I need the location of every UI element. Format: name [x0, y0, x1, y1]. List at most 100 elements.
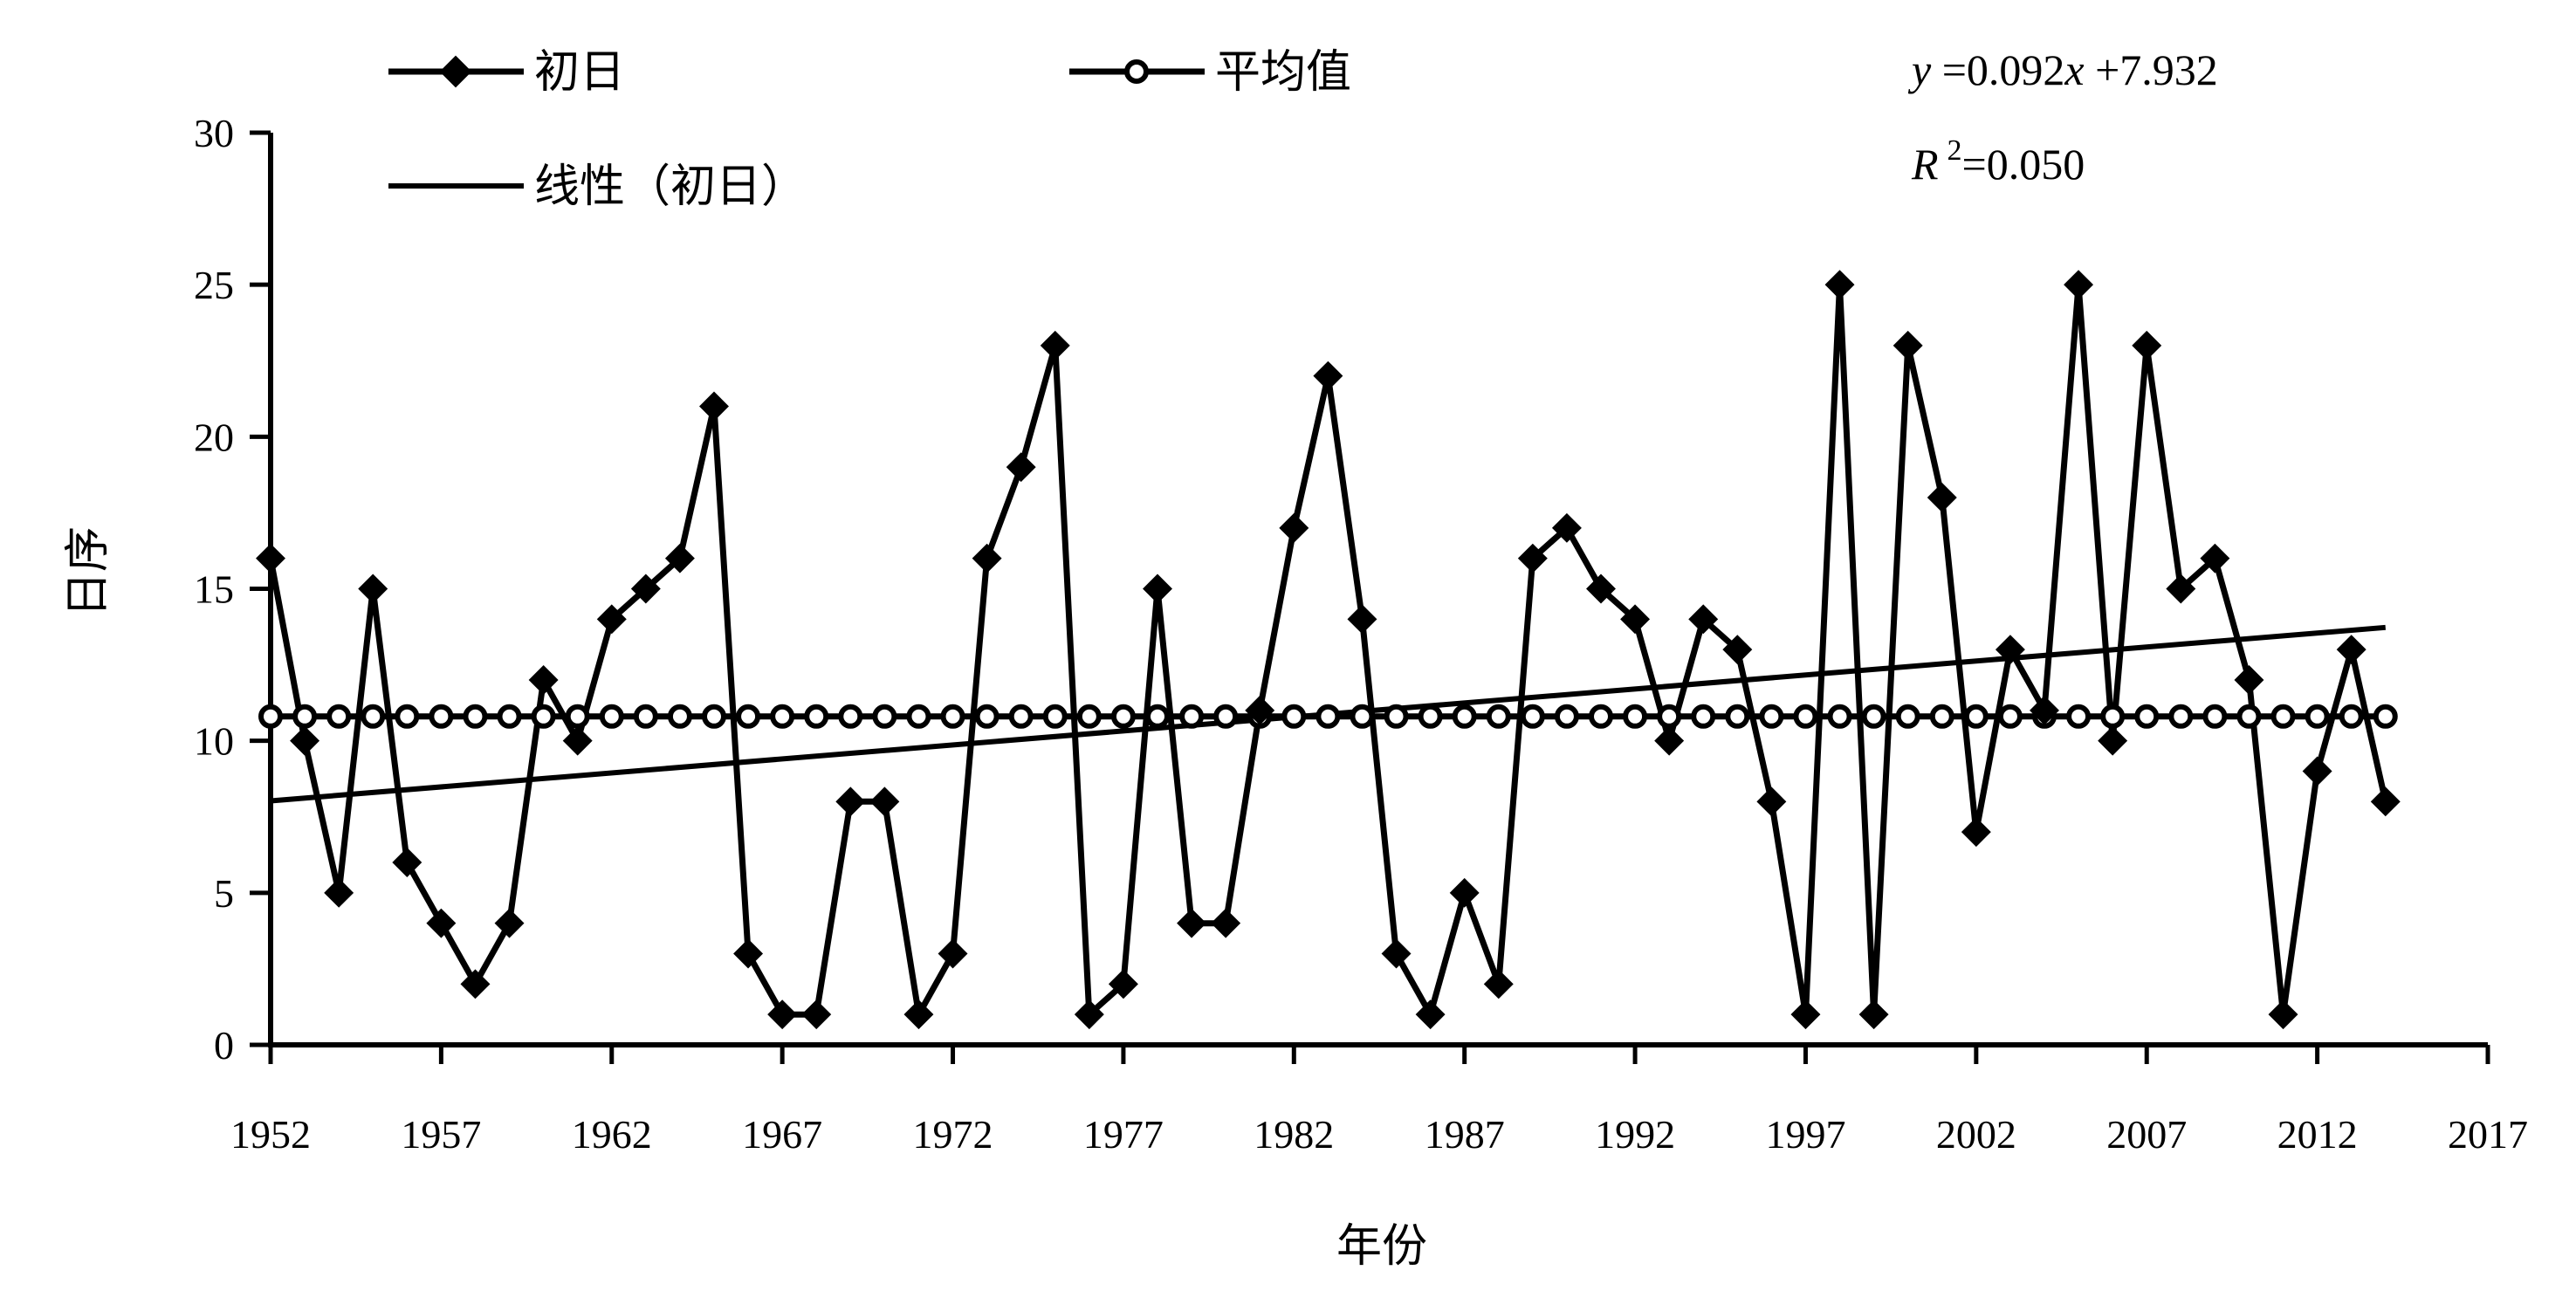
first-day-point: [494, 908, 525, 938]
mean-point: [804, 704, 829, 729]
mean-point: [2100, 704, 2126, 729]
mean-point: [770, 704, 795, 729]
first-day-point: [1620, 604, 1651, 635]
x-axis-title: 年份: [1336, 1220, 1427, 1273]
mean-point: [599, 704, 624, 729]
first-day-point: [1279, 512, 1309, 543]
plot-area: [256, 270, 2401, 1030]
first-day-point: [2370, 786, 2401, 817]
first-day-point: [1177, 908, 1207, 938]
y-tick-label: 25: [194, 263, 234, 307]
legend-mean-label: 平均值: [1215, 46, 1351, 99]
mean-point: [1520, 704, 1545, 729]
mean-point: [1623, 704, 1648, 729]
mean-point: [1452, 704, 1477, 729]
first-day-point: [528, 665, 559, 695]
first-day-point: [903, 999, 934, 1030]
mean-point: [1076, 704, 1102, 729]
mean-point: [736, 704, 761, 729]
r-variable: R: [1911, 140, 1939, 189]
mean-point: [2066, 704, 2092, 729]
mean-point: [1350, 704, 1375, 729]
first-day-point: [1313, 361, 1343, 391]
first-day-point: [2234, 665, 2264, 695]
first-day-point: [972, 543, 1002, 573]
y-tick-label: 10: [194, 719, 234, 764]
mean-point: [906, 704, 931, 729]
first-day-point: [767, 999, 798, 1030]
first-day-point: [1074, 999, 1104, 1030]
first-day-point: [290, 725, 320, 756]
first-day-point: [1449, 877, 1480, 908]
mean-point: [1725, 704, 1750, 729]
first-day-point: [835, 786, 866, 817]
first-day-point: [1927, 483, 1957, 512]
first-day-point: [869, 786, 900, 817]
x-tick-label: 1997: [1765, 1112, 1845, 1157]
mean-point: [1486, 704, 1511, 729]
first-day-point: [562, 725, 593, 756]
x-tick-label: 2012: [2277, 1112, 2358, 1157]
mean-point: [872, 704, 897, 729]
mean-point: [2339, 704, 2364, 729]
first-day-point: [801, 999, 832, 1030]
x-tick-label: 1952: [230, 1112, 311, 1157]
mean-point: [1963, 704, 1989, 729]
x-tick-label: 2002: [1936, 1112, 2016, 1157]
first-day-point: [2064, 270, 2094, 300]
equation-intercept: +7.932: [2085, 45, 2218, 94]
x-tick-label: 1992: [1595, 1112, 1675, 1157]
mean-point: [292, 704, 318, 729]
first-day-point: [1893, 330, 1923, 361]
first-day-point: [1211, 908, 1241, 938]
legend-item-trend: 线性（初日）: [388, 161, 807, 213]
x-tick-label: 1987: [1425, 1112, 1505, 1157]
mean-point: [1145, 704, 1170, 729]
mean-point: [2270, 704, 2296, 729]
mean-point: [1895, 704, 1920, 729]
mean-point: [974, 704, 999, 729]
first-day-point: [938, 938, 968, 969]
legend-item-first-day: 初日: [388, 46, 625, 99]
y-axis-title: 日序: [62, 526, 114, 617]
legend-first-day-marker: [439, 55, 472, 88]
legend-first-day-label: 初日: [534, 46, 625, 99]
first-day-point: [1586, 573, 1616, 604]
first-day-point: [392, 848, 422, 877]
mean-point: [258, 704, 283, 729]
mean-point: [940, 704, 965, 729]
first-day-point: [1824, 270, 1855, 300]
first-day-point: [1245, 695, 1275, 725]
equation-x-variable: x: [2064, 45, 2084, 94]
x-tick-label: 1967: [742, 1112, 822, 1157]
mean-point: [1213, 704, 1239, 729]
x-tick-label: 1977: [1083, 1112, 1164, 1157]
mean-point: [429, 704, 454, 729]
mean-point: [361, 704, 386, 729]
y-tick-label: 0: [214, 1023, 234, 1068]
mean-point: [1589, 704, 1613, 729]
first-day-point: [1108, 969, 1138, 999]
mean-point: [565, 704, 590, 729]
x-tick-label: 1982: [1254, 1112, 1334, 1157]
mean-point: [2305, 704, 2330, 729]
first-day-point: [1858, 999, 1889, 1030]
first-day-point: [1415, 999, 1446, 1030]
first-day-point: [1381, 938, 1412, 969]
mean-point: [1929, 704, 1954, 729]
mean-point: [1042, 704, 1068, 729]
mean-point: [2236, 704, 2262, 729]
legend: 初日 平均值 线性（初日）: [388, 46, 1351, 213]
mean-point: [1179, 704, 1205, 729]
mean-point: [838, 704, 863, 729]
first-day-line: [267, 281, 2389, 1018]
y-tick-label: 5: [214, 871, 234, 916]
regression-equation: y =0.092x +7.932 R 2=0.050: [1907, 45, 2218, 189]
legend-trend-label: 线性（初日）: [534, 161, 807, 213]
first-day-point: [358, 573, 388, 604]
mean-point: [395, 704, 420, 729]
mean-point: [1554, 704, 1579, 729]
x-tick-label: 1972: [913, 1112, 993, 1157]
x-tick-label: 2007: [2106, 1112, 2187, 1157]
first-day-point: [664, 543, 695, 573]
